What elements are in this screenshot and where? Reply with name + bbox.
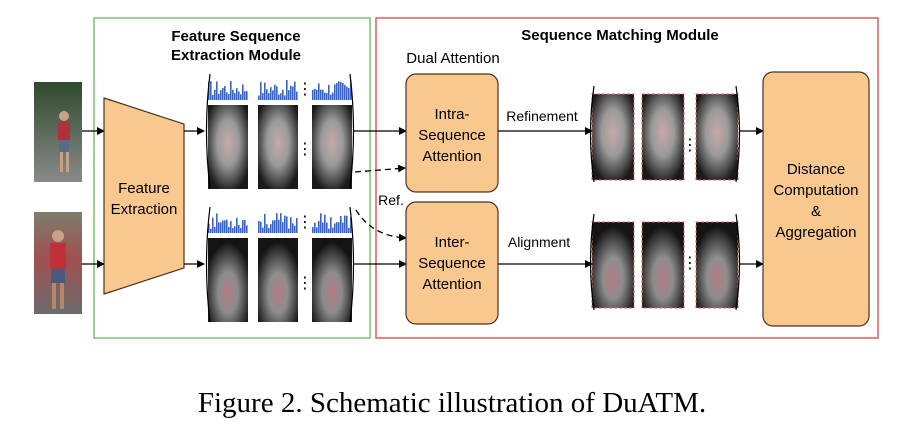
intra-label-line1: Intra-: [434, 106, 469, 123]
inter-label-line3: Attention: [422, 276, 481, 293]
distance-label-line4: Aggregation: [776, 224, 857, 241]
ellipsis-dots: ⋮: [297, 141, 313, 158]
extraction-module-border: [93, 17, 371, 339]
feature-extraction-block: [103, 97, 185, 295]
refined-sequence: ⋮: [589, 85, 741, 183]
extraction-title-line2: Extraction Module: [171, 47, 301, 64]
ellipsis-dots: ⋮: [682, 137, 698, 154]
feature-extraction-label-line2: Extraction: [111, 201, 178, 218]
feature-map-icon: [591, 221, 635, 309]
feature-map-icon: [208, 105, 248, 189]
bottom-feature-sequence: ⋮ ⋮: [205, 206, 355, 323]
figure-caption: Figure 2. Schematic illustration of DuAT…: [198, 387, 706, 419]
inter-label-line1: Inter-: [434, 234, 469, 251]
distance-label-line2: Computation: [773, 182, 858, 199]
intra-label-line2: Sequence: [418, 127, 486, 144]
feature-map-icon: [312, 105, 352, 189]
ellipsis-dots: ⋮: [297, 214, 313, 231]
feature-map-icon: [695, 221, 739, 309]
matching-title: Sequence Matching Module: [521, 27, 719, 44]
ellipsis-dots: ⋮: [297, 275, 313, 292]
feature-map-icon: [258, 105, 298, 189]
alignment-label: Alignment: [508, 234, 570, 250]
person-photo-icon: [34, 82, 82, 182]
refinement-label: Refinement: [506, 108, 578, 124]
distance-aggregation-box: [762, 71, 870, 327]
ref-dashed-arrow-icon: [354, 164, 406, 173]
dual-attention-label: Dual Attention: [406, 50, 499, 67]
feature-map-icon: [258, 238, 298, 322]
ellipsis-dots: ⋮: [297, 81, 313, 98]
feature-map-icon: [312, 238, 352, 322]
feature-map-icon: [695, 93, 739, 181]
intra-label-line3: Attention: [422, 148, 481, 165]
top-feature-sequence: ⋮ ⋮: [205, 73, 355, 189]
ref-label: Ref.: [378, 192, 404, 208]
inter-label-line2: Sequence: [418, 255, 486, 272]
matching-module-border: [375, 17, 879, 339]
person-photo-icon: [34, 212, 82, 314]
histogram-icon: [208, 209, 352, 233]
aligned-sequence: ⋮: [589, 213, 741, 311]
intra-sequence-attention-box: [405, 73, 499, 193]
feature-map-icon: [591, 93, 635, 181]
inter-sequence-attention-box: [405, 201, 499, 325]
feature-extraction-label-line1: Feature: [118, 180, 170, 197]
feature-map-icon: [641, 93, 685, 181]
ref-dashed-arrow-icon: [355, 209, 407, 242]
histogram-icon: [208, 76, 352, 100]
ellipsis-dots: ⋮: [682, 255, 698, 272]
feature-map-icon: [641, 221, 685, 309]
extraction-title-line1: Feature Sequence: [171, 28, 300, 45]
distance-label-line3: &: [811, 203, 821, 220]
feature-map-icon: [208, 238, 248, 322]
distance-label-line1: Distance: [787, 161, 845, 178]
